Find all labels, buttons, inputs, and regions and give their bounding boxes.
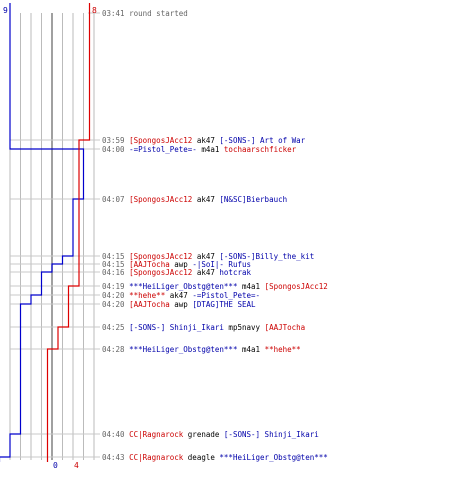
player-name: [AAJTocha bbox=[264, 323, 306, 332]
player-name: [DTAG]THE SEAL bbox=[192, 300, 256, 309]
player-name: -=Pistol_Pete=- bbox=[129, 145, 197, 154]
event-time: 04:00 bbox=[102, 145, 125, 154]
weapon-name: m4a1 bbox=[196, 145, 224, 154]
blue-start-count: 9 bbox=[3, 6, 8, 15]
player-name: hotcrak bbox=[219, 268, 252, 277]
event-time: 04:07 bbox=[102, 195, 125, 204]
player-name: CC|Ragnarock bbox=[129, 430, 184, 439]
player-name: round started bbox=[129, 9, 188, 18]
weapon-name: ak47 bbox=[192, 268, 220, 277]
player-name: ***HeiLiger_Obstg@ten*** bbox=[129, 345, 238, 354]
player-name: [SpongosJAcc12 bbox=[129, 195, 193, 204]
player-name: [SpongosJAcc12 bbox=[129, 136, 193, 145]
player-name: **hehe** bbox=[264, 345, 301, 354]
log-entry: 04:20 **hehe** ak47 -=Pistol_Pete=- bbox=[102, 291, 260, 300]
player-name: [-SONS-]Billy_the_kit bbox=[219, 252, 315, 261]
log-entry: 04:20 [AAJTocha awp [DTAG]THE SEAL bbox=[102, 300, 256, 309]
event-time: 04:15 bbox=[102, 252, 125, 261]
player-name: ***HeiLiger_Obstg@ten*** bbox=[129, 282, 238, 291]
blue-end-count: 0 bbox=[53, 461, 58, 470]
player-count-timeline bbox=[0, 3, 100, 462]
player-name: tochaarschficker bbox=[223, 145, 297, 154]
log-entry: 04:15 [SpongosJAcc12 ak47 [-SONS-]Billy_… bbox=[102, 252, 314, 261]
event-time: 04:20 bbox=[102, 291, 125, 300]
event-time: 04:43 bbox=[102, 453, 125, 462]
player-name: ***HeiLiger_Obstg@ten*** bbox=[219, 453, 328, 462]
player-name: [-SONS-] Shinji_Ikari bbox=[223, 430, 319, 439]
player-name: [N&SC]Bierbauch bbox=[219, 195, 288, 204]
player-name: [SpongosJAcc12 bbox=[264, 282, 328, 291]
event-time: 03:41 bbox=[102, 9, 125, 18]
weapon-name: awp bbox=[169, 300, 193, 309]
player-name: [AAJTocha bbox=[129, 260, 170, 269]
log-entry: 03:59 [SpongosJAcc12 ak47 [-SONS-] Art o… bbox=[102, 136, 305, 145]
log-entry: 04:00 -=Pistol_Pete=- m4a1 tochaarschfic… bbox=[102, 145, 296, 154]
player-name: -=Pistol_Pete=- bbox=[192, 291, 261, 300]
player-name: **hehe** bbox=[129, 291, 166, 300]
player-name: [-SONS-] Art of War bbox=[219, 136, 306, 145]
log-entry: 04:25 [-SONS-] Shinji_Ikari mp5navy [AAJ… bbox=[102, 323, 305, 332]
log-entry: 04:19 ***HeiLiger_Obstg@ten*** m4a1 [Spo… bbox=[102, 282, 328, 291]
weapon-name: mp5navy bbox=[223, 323, 265, 332]
event-time: 04:25 bbox=[102, 323, 125, 332]
weapon-name: deagle bbox=[183, 453, 220, 462]
event-time: 04:20 bbox=[102, 300, 125, 309]
weapon-name: m4a1 bbox=[237, 345, 265, 354]
event-time: 04:16 bbox=[102, 268, 125, 277]
weapon-name: ak47 bbox=[192, 136, 220, 145]
red-team-line bbox=[46, 3, 91, 462]
event-time: 04:19 bbox=[102, 282, 125, 291]
event-time: 03:59 bbox=[102, 136, 125, 145]
weapon-name: ak47 bbox=[165, 291, 193, 300]
log-entry: 04:43 CC|Ragnarock deagle ***HeiLiger_Ob… bbox=[102, 453, 328, 462]
event-time: 04:28 bbox=[102, 345, 125, 354]
log-entry: 04:40 CC|Ragnarock grenade [-SONS-] Shin… bbox=[102, 430, 319, 439]
weapon-name: ak47 bbox=[192, 252, 220, 261]
event-time: 04:15 bbox=[102, 260, 125, 269]
log-entry: 04:28 ***HeiLiger_Obstg@ten*** m4a1 **he… bbox=[102, 345, 301, 354]
weapon-name: ak47 bbox=[192, 195, 220, 204]
weapon-name: awp bbox=[169, 260, 193, 269]
log-entry: 03:41 round started bbox=[102, 9, 188, 18]
player-name: [AAJTocha bbox=[129, 300, 170, 309]
player-name: [-SONS-] Shinji_Ikari bbox=[129, 323, 224, 332]
log-entry: 04:15 [AAJTocha awp -|SoI|- Rufus bbox=[102, 260, 251, 269]
log-entry: 04:07 [SpongosJAcc12 ak47 [N&SC]Bierbauc… bbox=[102, 195, 287, 204]
weapon-name: m4a1 bbox=[237, 282, 265, 291]
player-name: [SpongosJAcc12 bbox=[129, 268, 193, 277]
log-entry: 04:16 [SpongosJAcc12 ak47 hotcrak bbox=[102, 268, 251, 277]
player-name: CC|Ragnarock bbox=[129, 453, 184, 462]
weapon-name: grenade bbox=[183, 430, 224, 439]
player-name: -|SoI|- Rufus bbox=[192, 260, 252, 269]
player-name: [SpongosJAcc12 bbox=[129, 252, 193, 261]
event-time: 04:40 bbox=[102, 430, 125, 439]
blue-team-line bbox=[0, 3, 85, 462]
red-start-count: 8 bbox=[92, 6, 97, 15]
red-end-count: 4 bbox=[74, 461, 79, 470]
